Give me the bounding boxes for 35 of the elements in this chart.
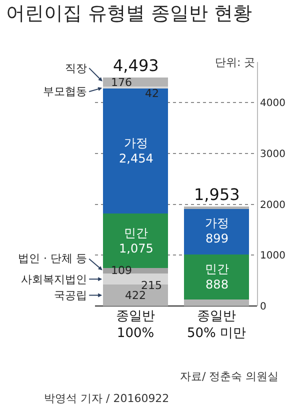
data-label: 2,454: [119, 152, 154, 166]
y-tick-label: 4000: [260, 98, 286, 110]
series-label: 직장: [65, 62, 87, 75]
total-label: 1,953: [194, 185, 240, 204]
text: 민간: [124, 226, 148, 240]
data-label: 176: [111, 76, 132, 89]
data-label: 215: [141, 279, 162, 292]
y-tick-label: 2000: [260, 200, 286, 211]
series-label: 법인 · 단체 등: [18, 252, 87, 265]
series-label: 민간: [205, 262, 229, 276]
text: 가정: [124, 136, 148, 150]
bar: [184, 254, 249, 300]
bar: [184, 208, 249, 254]
data-label: 899: [206, 232, 228, 246]
total-label: 4,493: [113, 56, 159, 75]
y-tick-label: 1000: [260, 250, 286, 262]
series-label: 가정: [205, 216, 229, 230]
data-label: 1,075: [119, 242, 154, 256]
series-label: 사회복지법인: [21, 273, 87, 286]
text: 자료/ 정춘숙 의원실: [180, 370, 279, 383]
data-label: 42: [145, 87, 159, 100]
y-tick-label: 0: [260, 302, 266, 312]
data-label: 422: [125, 289, 146, 302]
data-label: 888: [206, 278, 228, 292]
series-label: 부모협동: [43, 85, 87, 98]
y-tick-label: 3000: [260, 149, 286, 160]
chart-title: 어린이집 유형별 종일반 현황: [6, 2, 252, 25]
annotation: 단위: 곳: [215, 56, 256, 69]
series-label: 국공립: [54, 289, 87, 302]
bar: [184, 299, 249, 306]
x-tick-label: 종일반 50% 미만: [186, 309, 246, 341]
data-label: 109: [111, 264, 132, 277]
text: 박영석 기자 / 20160922: [44, 392, 170, 405]
bar: [103, 88, 168, 214]
x-tick-label: 종일반 100%: [116, 309, 155, 341]
